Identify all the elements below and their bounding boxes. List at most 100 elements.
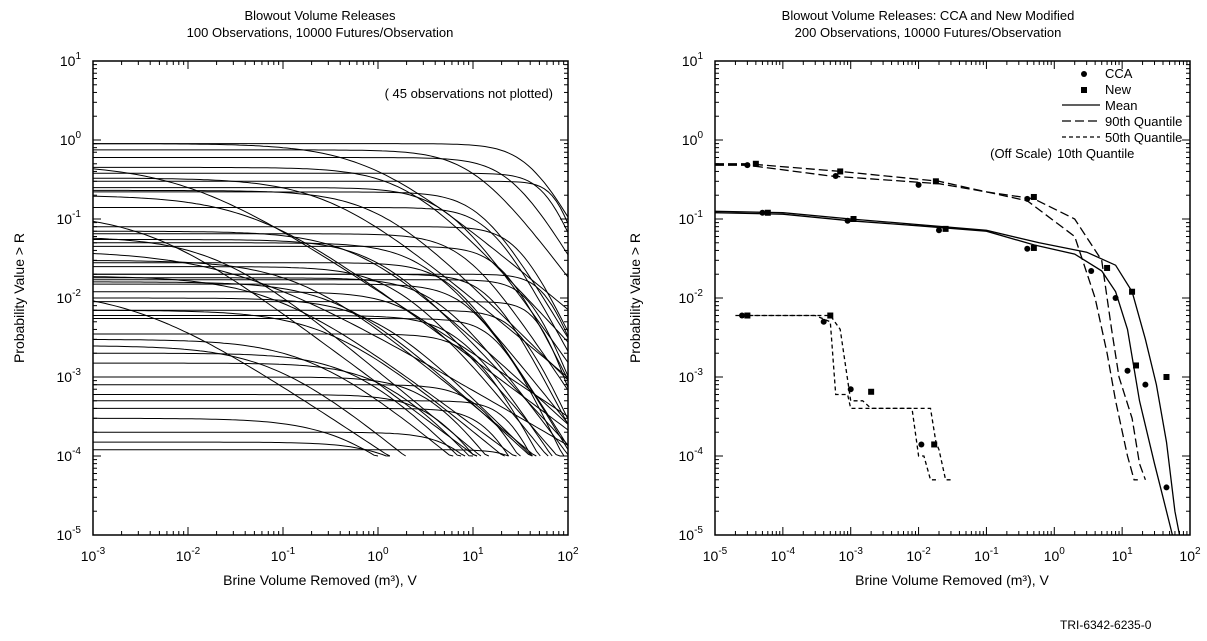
new-point bbox=[1129, 288, 1136, 295]
observation-curve bbox=[93, 431, 466, 457]
y-tick-base: 10 bbox=[679, 448, 695, 464]
x-tick-base: 10 bbox=[1112, 548, 1128, 564]
left-y-axis-label: Probability Value > R bbox=[11, 233, 27, 363]
y-tick-base: 10 bbox=[679, 527, 695, 543]
observation-curve bbox=[93, 277, 568, 456]
y-tick-label: 101 bbox=[60, 51, 82, 69]
observation-curve bbox=[93, 417, 379, 457]
right-chart-title: Blowout Volume Releases: CCA and New Mod… bbox=[782, 8, 1075, 23]
y-tick-base: 10 bbox=[57, 448, 73, 464]
new-point bbox=[931, 441, 938, 448]
x-tick-label: 101 bbox=[1112, 546, 1134, 564]
x-tick-base: 10 bbox=[703, 548, 719, 564]
y-tick-label: 10-4 bbox=[57, 446, 82, 464]
x-tick-exponent: -2 bbox=[922, 546, 931, 557]
y-tick-label: 10-2 bbox=[679, 288, 704, 306]
observation-curve bbox=[93, 166, 568, 343]
observation-curve bbox=[93, 168, 568, 418]
observation-curve bbox=[93, 283, 568, 450]
left-chart-subtitle: 100 Observations, 10000 Futures/Observat… bbox=[187, 25, 454, 40]
y-tick-exponent: -3 bbox=[694, 367, 703, 378]
observation-curve bbox=[93, 172, 568, 233]
x-tick-label: 10-2 bbox=[906, 546, 931, 564]
observation-curve bbox=[93, 333, 541, 457]
legend-label: CCA bbox=[1105, 66, 1133, 81]
y-tick-exponent: -3 bbox=[72, 367, 81, 378]
x-tick-exponent: -4 bbox=[786, 546, 795, 557]
observation-curve bbox=[93, 177, 568, 378]
cca-point bbox=[820, 318, 827, 325]
observation-curve bbox=[93, 180, 568, 224]
observation-curve bbox=[93, 279, 568, 377]
y-tick-exponent: -1 bbox=[72, 209, 81, 220]
x-tick-exponent: -2 bbox=[191, 546, 200, 557]
new-point bbox=[764, 209, 771, 216]
cca-point bbox=[1088, 267, 1095, 274]
x-tick-label: 100 bbox=[367, 546, 389, 564]
x-tick-base: 10 bbox=[838, 548, 854, 564]
x-tick-label: 10-3 bbox=[81, 546, 106, 564]
observation-curve bbox=[93, 345, 406, 457]
x-tick-label: 100 bbox=[1044, 546, 1066, 564]
observation-curve bbox=[93, 260, 537, 457]
observation-curve bbox=[93, 253, 568, 446]
legend-circle-marker bbox=[1081, 71, 1087, 77]
observation-curve bbox=[93, 400, 533, 457]
x-tick-label: 10-4 bbox=[771, 546, 796, 564]
cca-point bbox=[832, 173, 839, 180]
y-tick-label: 10-3 bbox=[57, 367, 82, 385]
y-tick-label: 10-1 bbox=[57, 209, 82, 227]
y-tick-exponent: 1 bbox=[75, 51, 81, 62]
right-x-axis-label: Brine Volume Removed (m³), V bbox=[855, 572, 1049, 588]
y-tick-label: 10-5 bbox=[57, 525, 82, 543]
observation-curve bbox=[93, 187, 568, 363]
cca-point bbox=[1024, 245, 1031, 252]
y-tick-label: 100 bbox=[682, 130, 704, 148]
x-tick-label: 10-2 bbox=[176, 546, 201, 564]
x-tick-base: 10 bbox=[81, 548, 97, 564]
observation-curve bbox=[93, 195, 568, 431]
new-point bbox=[837, 168, 844, 175]
y-tick-base: 10 bbox=[679, 211, 695, 227]
x-tick-exponent: 1 bbox=[478, 546, 484, 557]
y-tick-label: 100 bbox=[60, 130, 82, 148]
left-annotation: ( 45 observations not plotted) bbox=[385, 86, 553, 101]
y-tick-base: 10 bbox=[60, 53, 76, 69]
new-point bbox=[868, 388, 875, 395]
new-point bbox=[932, 178, 939, 185]
y-tick-label: 10-1 bbox=[679, 209, 704, 227]
observation-curve bbox=[93, 157, 568, 255]
cca-point bbox=[739, 312, 746, 319]
x-tick-exponent: -1 bbox=[990, 546, 999, 557]
legend-label: Mean bbox=[1105, 98, 1138, 113]
x-tick-label: 101 bbox=[462, 546, 484, 564]
observation-curve bbox=[93, 441, 390, 457]
y-tick-base: 10 bbox=[57, 527, 73, 543]
observation-curve bbox=[93, 191, 568, 339]
x-tick-exponent: 1 bbox=[1127, 546, 1133, 557]
new-point bbox=[1030, 193, 1037, 200]
y-tick-base: 10 bbox=[57, 290, 73, 306]
left-curve-group bbox=[93, 143, 568, 457]
y-tick-exponent: -2 bbox=[694, 288, 703, 299]
legend-label: New bbox=[1105, 82, 1132, 97]
x-tick-base: 10 bbox=[176, 548, 192, 564]
observation-curve bbox=[93, 189, 568, 381]
y-tick-exponent: 0 bbox=[697, 130, 703, 141]
cca-point bbox=[744, 162, 751, 169]
x-tick-base: 10 bbox=[462, 548, 478, 564]
x-tick-label: 10-1 bbox=[271, 546, 296, 564]
y-tick-exponent: -2 bbox=[72, 288, 81, 299]
series-line bbox=[747, 314, 951, 481]
new-point bbox=[1104, 264, 1111, 271]
observation-curve bbox=[93, 449, 509, 457]
new-point bbox=[850, 216, 857, 222]
legend-prefix: (Off Scale) bbox=[990, 146, 1052, 161]
observation-curve bbox=[93, 226, 568, 332]
x-tick-label: 102 bbox=[557, 546, 579, 564]
observation-curve bbox=[93, 339, 454, 457]
y-tick-base: 10 bbox=[679, 369, 695, 385]
observation-curve bbox=[93, 276, 517, 457]
new-point bbox=[827, 312, 834, 319]
